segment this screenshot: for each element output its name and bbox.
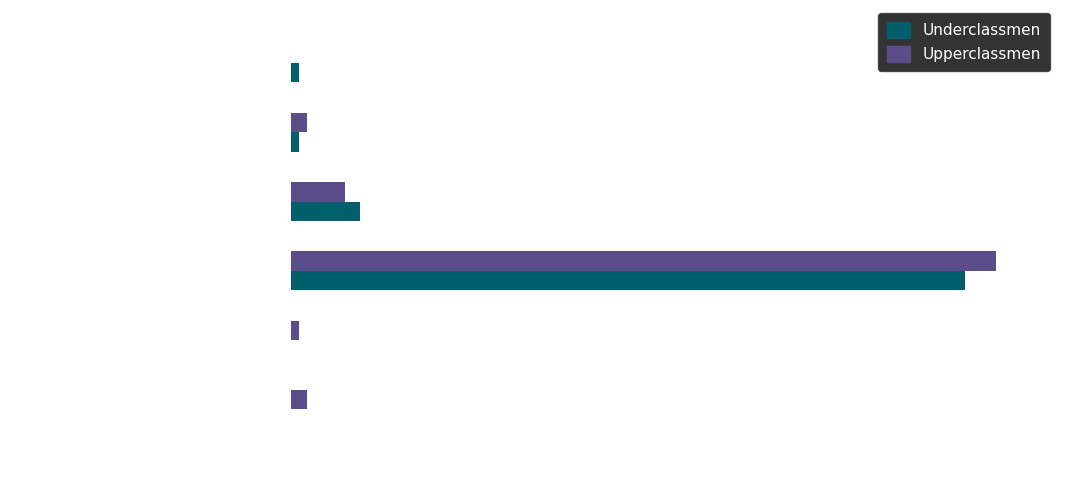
Bar (291, 182, 345, 201)
Bar (291, 390, 306, 409)
Bar (291, 113, 306, 132)
Legend: Underclassmen, Upperclassmen: Underclassmen, Upperclassmen (878, 13, 1050, 71)
Bar (291, 252, 996, 271)
Bar (291, 201, 360, 221)
Bar (291, 132, 299, 152)
Bar (291, 321, 299, 340)
Bar (291, 271, 966, 290)
Bar (291, 63, 299, 82)
